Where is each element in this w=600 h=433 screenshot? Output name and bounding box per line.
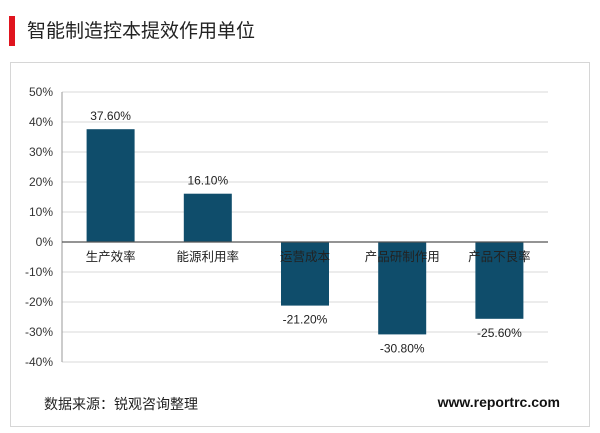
bar <box>281 242 329 306</box>
y-tick-label: 0% <box>36 235 54 249</box>
y-tick-label: 50% <box>29 85 53 99</box>
page-title: 智能制造控本提效作用单位 <box>27 20 256 42</box>
y-tick-label: 20% <box>29 175 53 189</box>
data-label: 16.10% <box>187 174 228 188</box>
x-category-label: 产品研制作用 <box>365 249 440 264</box>
bar <box>86 129 135 242</box>
y-tick-label: -20% <box>25 295 53 309</box>
x-category-label: 生产效率 <box>86 249 136 264</box>
x-category-label: 产品不良率 <box>468 249 531 264</box>
data-source-note: 数据来源：锐观咨询整理 <box>44 397 198 413</box>
bar <box>475 242 524 319</box>
data-label: -21.20% <box>283 313 328 327</box>
x-category-label: 运营成本 <box>280 249 331 264</box>
y-tick-label: -40% <box>25 355 53 369</box>
title-accent-bar <box>9 16 15 46</box>
y-tick-label: -10% <box>25 265 53 279</box>
data-label: 37.60% <box>90 109 131 123</box>
y-tick-label: 10% <box>29 205 53 219</box>
x-category-label: 能源利用率 <box>177 249 240 264</box>
data-label: -30.80% <box>380 341 425 355</box>
bar <box>183 193 232 242</box>
y-tick-label: -30% <box>25 325 53 339</box>
data-label: -25.60% <box>477 326 522 340</box>
y-tick-label: 30% <box>29 145 53 159</box>
bar <box>378 242 427 335</box>
website-label: www.reportrc.com <box>437 394 560 410</box>
y-tick-label: 40% <box>29 115 53 129</box>
